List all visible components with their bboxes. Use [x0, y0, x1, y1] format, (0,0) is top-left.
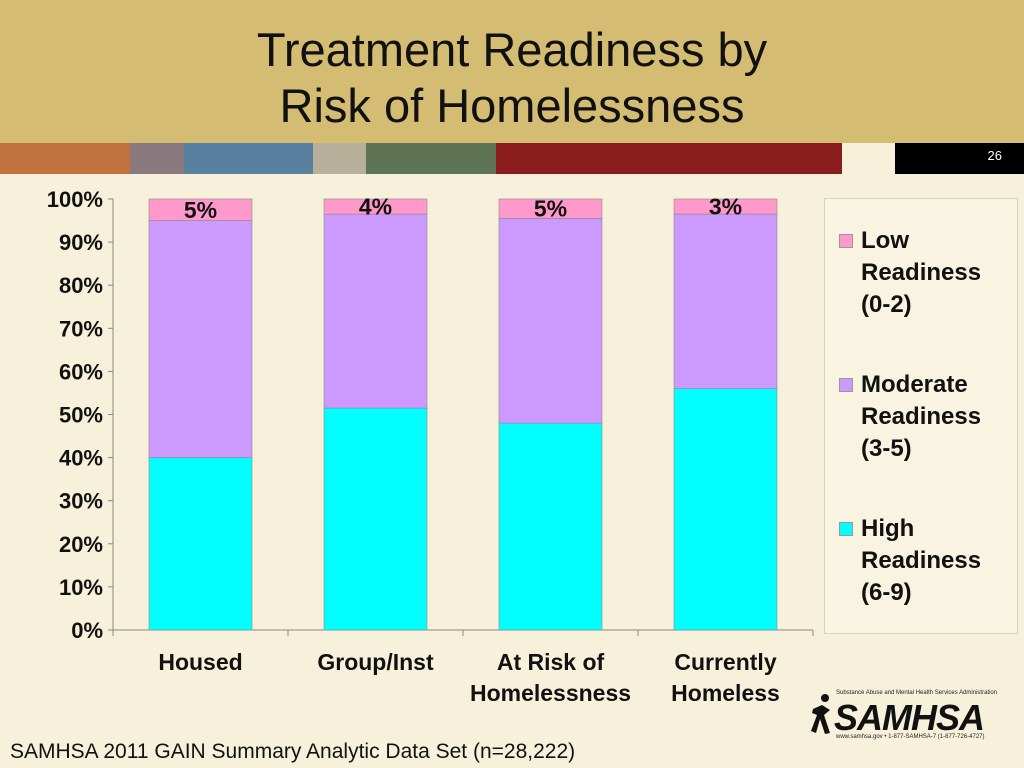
stripe-segment: [496, 143, 842, 174]
bar-segment: [148, 220, 253, 458]
x-category-label: Homelessness: [470, 680, 631, 706]
chart-legend: Low Readiness (0-2) Moderate Readiness (3-5) H…: [824, 198, 1018, 634]
y-tick-label: 30%: [59, 489, 103, 514]
stripe-segment: [895, 143, 1024, 174]
legend-label-line: High: [861, 515, 915, 542]
bar-segment: [148, 457, 253, 631]
x-category-label: At Risk of: [497, 649, 605, 675]
legend-label-line: (6-9): [861, 579, 912, 606]
stacked-bar-chart: 0% 10% 20% 30% 40% 50% 60% 70% 80% 90% 100% 5% House…: [47, 187, 814, 706]
title-banner: Treatment Readiness by Risk of Homelessn…: [0, 0, 1024, 143]
bar-segment: [323, 198, 428, 215]
stripe-segment: [366, 143, 496, 174]
legend-label-line: Readiness: [861, 403, 982, 430]
legend-label: Moderate Readiness (3-5): [861, 369, 1021, 465]
data-label: 5%: [534, 196, 567, 222]
y-tick-label: 50%: [59, 403, 103, 428]
y-tick-label: 0%: [71, 618, 103, 643]
logo-tagline: Substance Abuse and Mental Health Servic…: [836, 690, 998, 696]
slide-title-line-2: Risk of Homelessness: [279, 79, 745, 132]
legend-label-line: Readiness: [861, 547, 982, 574]
x-category-label: Group/Inst: [317, 649, 434, 675]
legend-label: High Readiness (6-9): [861, 513, 1021, 609]
data-label: 5%: [184, 197, 217, 223]
y-tick-label: 60%: [59, 359, 103, 384]
legend-label-line: Moderate: [861, 371, 968, 398]
bar-segment: [673, 388, 778, 631]
bar-segment: [498, 422, 603, 631]
y-tick-label: 70%: [59, 316, 103, 341]
data-label: 3%: [709, 194, 742, 220]
legend-label-line: (0-2): [861, 291, 912, 318]
y-tick-label: 40%: [59, 446, 103, 471]
legend-label-line: Readiness: [861, 259, 982, 286]
stripe-segment: [313, 143, 366, 174]
y-tick-label: 20%: [59, 532, 103, 557]
bar-segment: [498, 198, 603, 219]
stripe-segment: [130, 143, 184, 174]
legend-label: Low Readiness (0-2): [861, 225, 1021, 321]
data-label: 4%: [359, 194, 392, 220]
y-tick-label: 90%: [59, 230, 103, 255]
x-category-label: Housed: [158, 649, 242, 675]
bar-segment: [673, 213, 778, 389]
legend-label-line: (3-5): [861, 435, 912, 462]
logo-contact: www.samhsa.gov • 1-877-SAMHSA-7 (1-877-7…: [836, 734, 985, 740]
slide-title: Treatment Readiness by Risk of Homelessn…: [0, 22, 1024, 134]
bar-segment: [323, 407, 428, 631]
legend-label-line: Low: [861, 227, 909, 254]
y-tick-label: 80%: [59, 273, 103, 298]
logo-wordmark: SAMHSA: [834, 697, 985, 738]
bar-segment: [148, 198, 253, 221]
slide-title-line-1: Treatment Readiness by: [256, 23, 768, 76]
stripe-segment: [184, 143, 313, 174]
bar-segment: [323, 213, 428, 409]
running-figure-icon: [811, 694, 830, 734]
color-stripe: [0, 143, 1024, 174]
bar-segment: [498, 218, 603, 424]
legend-swatch: [839, 234, 853, 248]
legend-swatch: [839, 378, 853, 392]
stripe-segment: [842, 143, 895, 174]
legend-swatch: [839, 522, 853, 536]
y-tick-label: 100%: [47, 187, 103, 212]
x-category-label: Currently: [674, 649, 776, 675]
source-footnote: SAMHSA 2011 GAIN Summary Analytic Data S…: [10, 740, 576, 763]
x-category-label: Homeless: [671, 680, 780, 706]
bar-segment: [673, 198, 778, 215]
stripe-segment: [0, 143, 130, 174]
slide-number: 26: [987, 148, 1002, 163]
y-tick-label: 10%: [59, 575, 103, 600]
